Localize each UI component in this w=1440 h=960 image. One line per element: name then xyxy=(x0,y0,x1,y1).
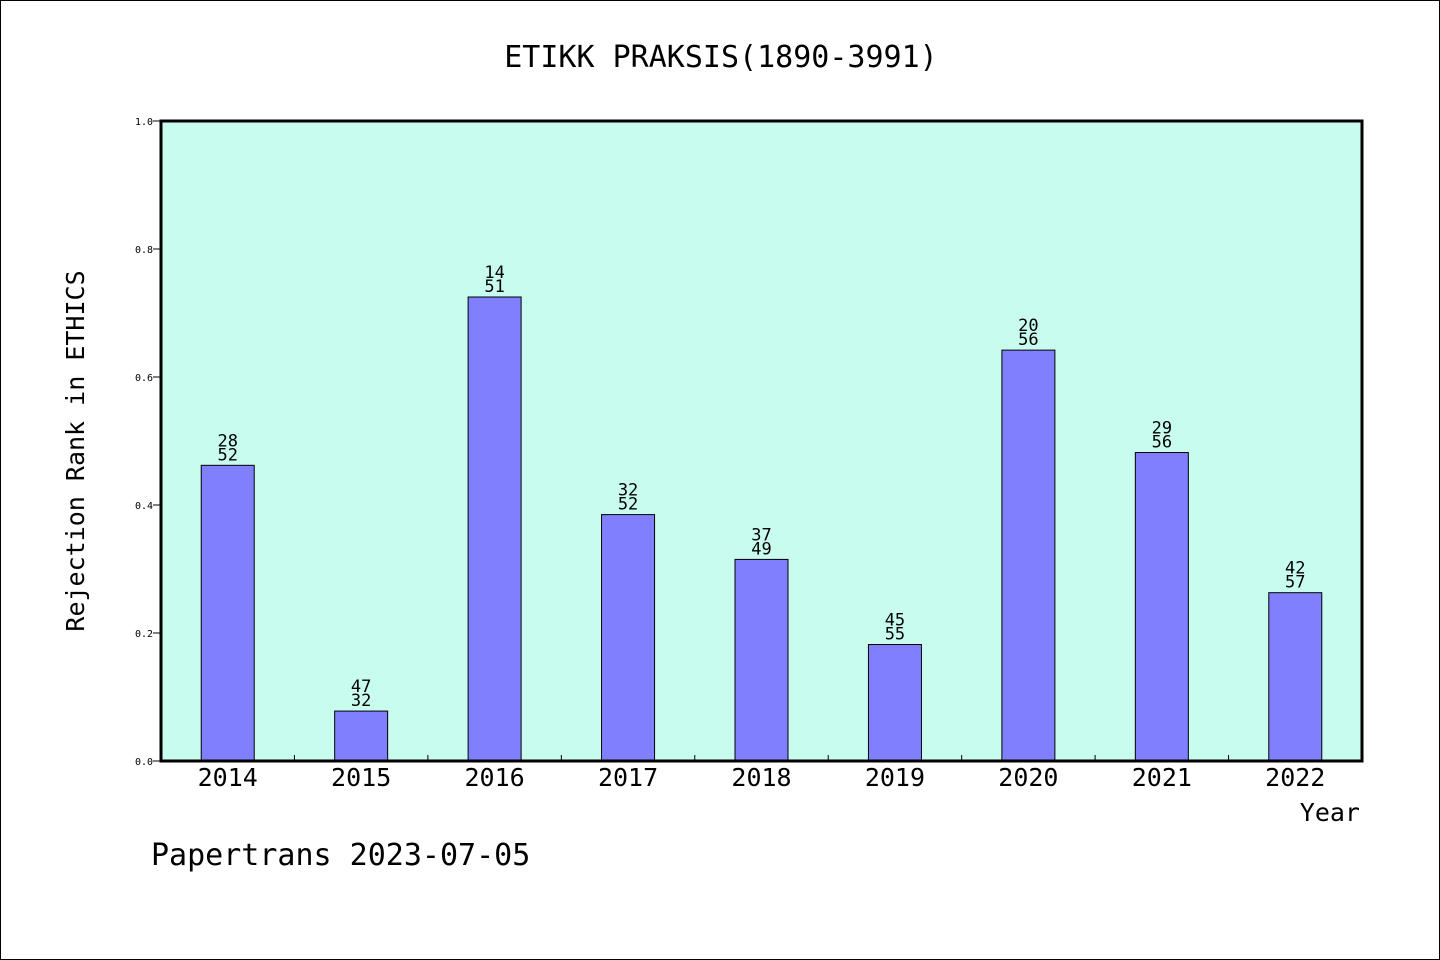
bar xyxy=(867,644,922,762)
bar-label-top: 47 xyxy=(351,677,371,697)
bar-label-bottom: 57 xyxy=(1285,573,1305,593)
bar-label-bottom: 56 xyxy=(1152,433,1172,453)
x-axis: 2014 2015 2016 2017 2018 2019 2020 2021 2022 xyxy=(198,755,1325,792)
x-tick-label: 2016 xyxy=(465,763,525,792)
bar-label-bottom: 55 xyxy=(885,625,905,645)
y-tick-label: 1.0 xyxy=(135,117,153,128)
x-tick-label: 2021 xyxy=(1132,763,1192,792)
bar-label-bottom: 49 xyxy=(751,539,771,559)
footer-text: Papertrans 2023-07-05 xyxy=(151,838,530,873)
x-tick-label: 2019 xyxy=(865,763,925,792)
y-axis: 0.0 0.2 0.4 0.6 0.8 1.0 xyxy=(135,117,161,768)
bar-label-top: 32 xyxy=(618,481,638,501)
bar-label-top: 42 xyxy=(1285,559,1305,579)
x-tick-label: 2015 xyxy=(331,763,391,792)
bar xyxy=(601,514,656,762)
x-tick-label: 2020 xyxy=(998,763,1058,792)
plot-frame xyxy=(159,119,1364,763)
bar-label-bottom: 51 xyxy=(484,277,504,297)
x-tick-label: 2014 xyxy=(198,763,258,792)
bar-label-top: 14 xyxy=(484,263,504,283)
bar-label-bottom: 52 xyxy=(217,445,237,465)
y-tick-label: 0.6 xyxy=(135,373,153,384)
y-tick-label: 0.8 xyxy=(135,245,153,256)
y-tick-label: 0.0 xyxy=(135,757,153,768)
x-tick-label: 2022 xyxy=(1265,763,1325,792)
bar xyxy=(467,296,522,762)
bar xyxy=(1134,452,1189,762)
bar xyxy=(734,558,789,762)
bar-label-bottom: 56 xyxy=(1018,330,1038,350)
x-tick-label: 2017 xyxy=(598,763,658,792)
bar-label-top: 45 xyxy=(885,611,905,631)
bar xyxy=(1268,592,1323,762)
bar-label-bottom: 32 xyxy=(351,691,371,711)
bar-label-top: 29 xyxy=(1152,419,1172,439)
bar-label-bottom: 52 xyxy=(618,495,638,515)
bar-label-top: 20 xyxy=(1018,316,1038,336)
bar xyxy=(200,464,255,762)
x-axis-label: Year xyxy=(1300,798,1360,827)
bar-label-top: 28 xyxy=(217,431,237,451)
bar-label-top: 37 xyxy=(751,525,771,545)
bar xyxy=(334,710,389,762)
chart-title: ETIKK PRAKSIS(1890-3991) xyxy=(504,40,937,75)
bar xyxy=(1001,349,1056,762)
x-tick-label: 2018 xyxy=(731,763,791,792)
y-tick-label: 0.4 xyxy=(135,501,153,512)
y-tick-label: 0.2 xyxy=(135,629,153,640)
y-axis-label: Rejection Rank in ETHICS xyxy=(61,270,90,631)
